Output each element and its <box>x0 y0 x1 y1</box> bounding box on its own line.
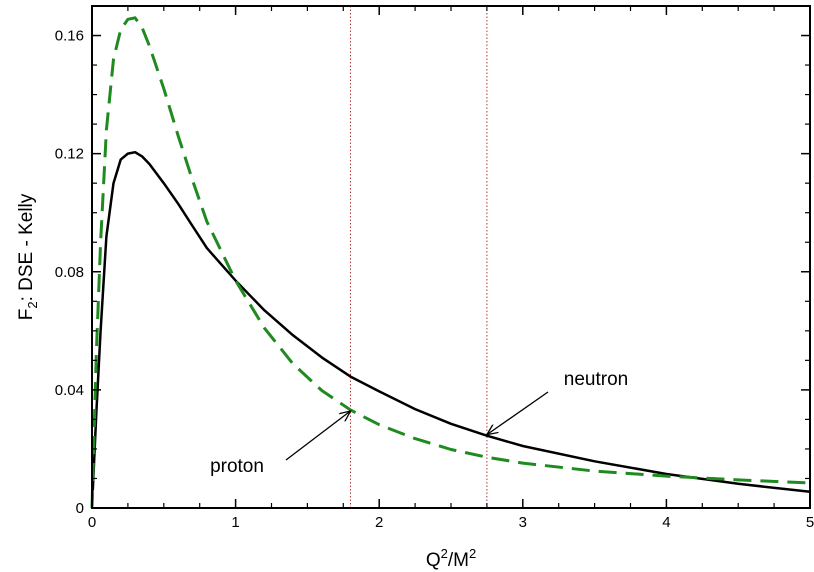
annotation-arrow-proton <box>285 411 350 461</box>
x-tick-label: 5 <box>806 514 814 531</box>
x-tick-label: 1 <box>231 514 239 531</box>
y-tick-label: 0.08 <box>55 264 84 281</box>
x-tick-label: 2 <box>375 514 383 531</box>
series-group <box>90 16 811 509</box>
series-line-proton <box>90 16 811 509</box>
x-tick-label: 0 <box>88 514 96 531</box>
reference-lines <box>349 6 488 508</box>
annotations: neutron proton <box>210 369 628 477</box>
y-tick-label: 0.04 <box>55 382 84 399</box>
y-tick-label: 0.12 <box>55 146 84 163</box>
tick-labels: 0 1 2 3 4 5 0 0.04 0.08 0.12 0.16 <box>55 28 814 531</box>
plot-frame <box>91 5 811 509</box>
x-axis-title: Q2/M2 <box>426 546 476 571</box>
x-tick-label: 3 <box>519 514 527 531</box>
tick-marks <box>91 5 811 509</box>
annotation-neutron: neutron <box>564 369 628 390</box>
series-line-neutron <box>90 150 811 509</box>
y-axis-title: F2: DSE - Kelly <box>16 193 40 320</box>
y-tick-label: 0 <box>76 500 84 517</box>
annotation-arrow-neutron <box>487 391 549 435</box>
annotation-proton: proton <box>210 456 264 477</box>
x-tick-label: 4 <box>662 514 670 531</box>
y-tick-label: 0.16 <box>55 28 84 45</box>
